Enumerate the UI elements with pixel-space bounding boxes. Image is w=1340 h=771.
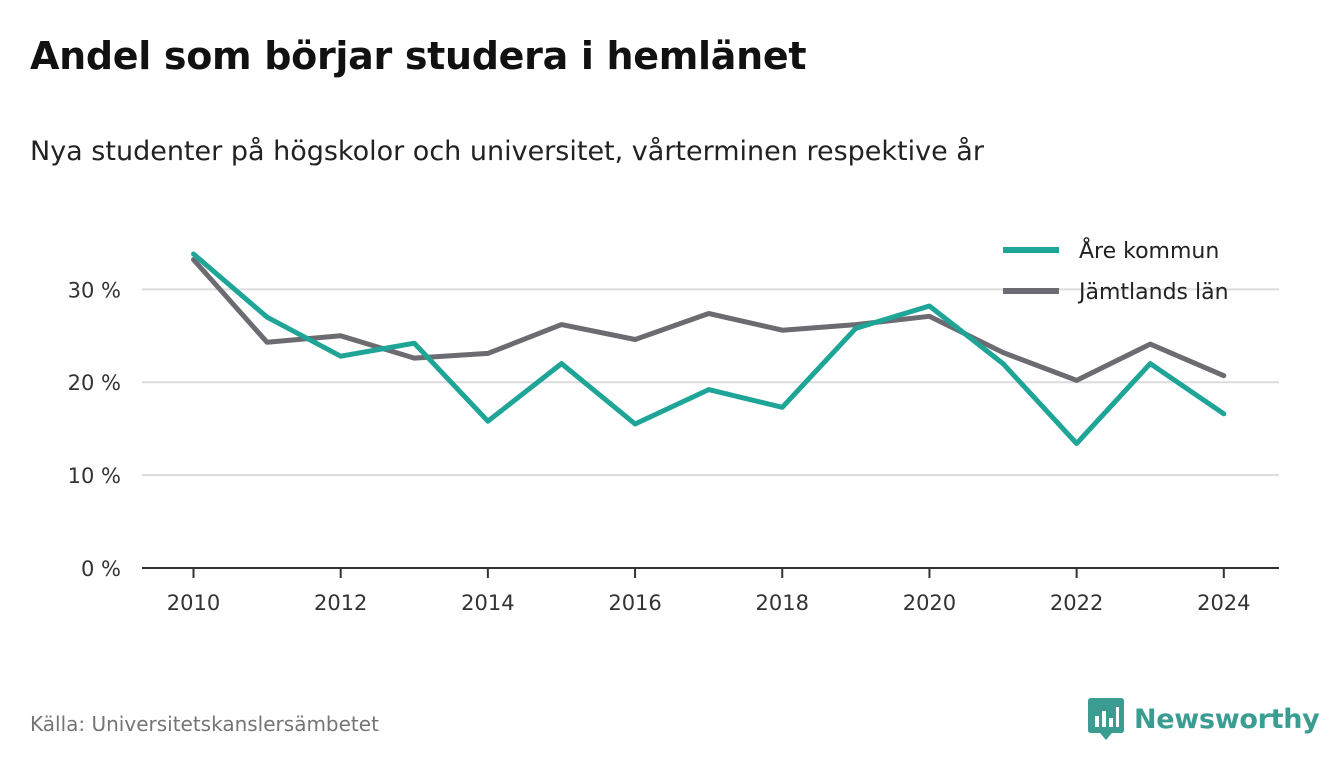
brand-logo[interactable]: Newsworthy: [1088, 698, 1320, 740]
x-tick-label: 2018: [756, 591, 809, 615]
x-axis: [142, 567, 1279, 578]
chart-subtitle: Nya studenter på högskolor och universit…: [30, 136, 984, 167]
legend: Åre kommun Jämtlands län: [1003, 237, 1229, 305]
x-tick-label: 2012: [314, 591, 367, 615]
x-tick-label: 2016: [608, 591, 661, 615]
brand-name: Newsworthy: [1134, 703, 1320, 735]
x-tick-label: 2014: [461, 591, 514, 615]
chart-title: Andel som börjar studera i hemlänet: [30, 34, 807, 78]
y-tick-label: 30 %: [68, 278, 121, 302]
y-axis-labels: 0 % 10 % 20 % 30 %: [68, 278, 121, 581]
source-note: Källa: Universitetskanslersämbetet: [30, 712, 379, 736]
series-lines: [191, 251, 1227, 446]
x-tick-label: 2024: [1197, 591, 1250, 615]
grid-lines: [142, 288, 1279, 477]
y-tick-label: 10 %: [68, 464, 121, 488]
x-axis-labels: 2010 2012 2014 2016 2018 2020 2022 2024: [167, 591, 1251, 615]
legend-label-1: Jämtlands län: [1077, 280, 1229, 305]
series-line-0: [191, 251, 1227, 446]
series-line-1: [191, 257, 1227, 383]
x-tick-label: 2010: [167, 591, 220, 615]
legend-label-0: Åre kommun: [1079, 237, 1219, 264]
y-tick-label: 0 %: [81, 557, 121, 581]
y-tick-label: 20 %: [68, 371, 121, 395]
newsworthy-logo-icon: [1088, 698, 1124, 740]
x-tick-label: 2020: [903, 591, 956, 615]
x-tick-label: 2022: [1050, 591, 1103, 615]
